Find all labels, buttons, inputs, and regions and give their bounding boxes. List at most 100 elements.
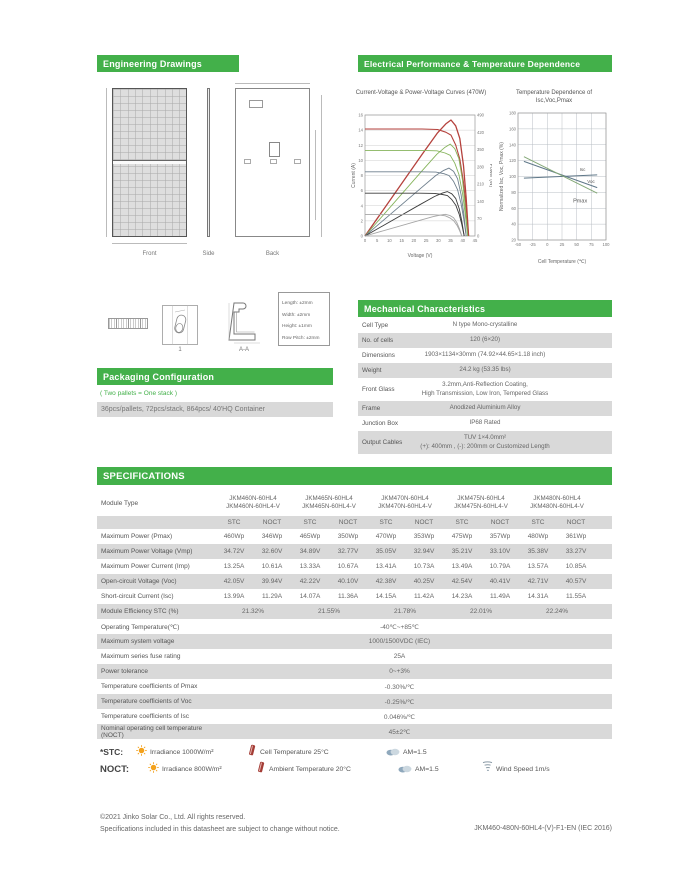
mech-row-value: 3.2mm,Anti-Reflection Coating, High Trans…: [421, 381, 549, 397]
electrical-performance-title: Electrical Performance & Temperature Dep…: [364, 58, 581, 69]
packaging-value: 36pcs/pallets, 72pcs/stack, 864pcs/ 40'H…: [97, 402, 333, 417]
spec-general-value: -40℃~+85℃: [380, 623, 419, 631]
sun-icon: [148, 760, 159, 778]
back-view-drawing: [235, 88, 310, 237]
dimension-line: [235, 83, 310, 84]
svg-text:20: 20: [412, 238, 417, 243]
svg-text:30: 30: [436, 238, 441, 243]
thermometer-icon: [256, 760, 266, 778]
spec-row: Temperature coefficients of Voc -0.25%/℃: [97, 694, 612, 709]
spec-row: Short-circuit Current (Isc) 13.99A 11.29A 1…: [97, 589, 612, 604]
spec-value-cell: 470Wp 353Wp: [375, 533, 435, 540]
legend-item: Ambient Temperature 20°C: [256, 760, 351, 778]
legend-item-text: Cell Temperature 25°C: [260, 748, 329, 756]
svg-text:140: 140: [509, 142, 517, 147]
spec-row: Maximum system voltage 1000/1500VDC (IEC): [97, 634, 612, 649]
spec-value-cell: 13.41A 10.73A: [375, 563, 435, 570]
cloud-icon: [398, 760, 412, 778]
spec-value-cell: 13.33A 10.67A: [299, 563, 359, 570]
spec-value-cell: 42.71V 40.57V: [527, 578, 587, 585]
svg-text:10: 10: [358, 158, 363, 163]
svg-text:-25: -25: [530, 242, 537, 247]
spec-row: Open-circuit Voltage (Voc) 42.05V 39.94V 42…: [97, 574, 612, 589]
mech-row-label: Front Glass: [362, 386, 395, 393]
mechanical-characteristics-table: Cell Type N type Mono-crystalline No. of c…: [358, 318, 612, 454]
mech-row-value: N type Mono-crystalline: [452, 321, 518, 329]
efficiency-cell: 22.01%: [469, 608, 493, 615]
legend-item-text: AM=1.5: [403, 748, 427, 756]
svg-text:0: 0: [364, 238, 367, 243]
spec-general-value: 45±2℃: [388, 728, 411, 736]
spec-value-cell: 13.25A 10.61A: [223, 563, 283, 570]
mechanical-characteristics-title: Mechanical Characteristics: [364, 303, 486, 314]
spec-row: Maximum series fuse rating 25A: [97, 649, 612, 664]
mech-row: Junction Box IP68 Rated: [358, 416, 612, 431]
spec-value-cell: 13.57A 10.85A: [527, 563, 587, 570]
spec-general-value: 0~+3%: [389, 668, 410, 675]
connector-mark: [270, 159, 277, 164]
spec-value-cell: 14.07A 11.36A: [299, 593, 359, 600]
spec-row-label: Temperature coefficients of Isc: [101, 713, 190, 720]
legend-item: Cell Temperature 25°C: [247, 744, 329, 758]
spec-row-label: Temperature coefficients of Pmax: [101, 683, 198, 690]
spec-general-value: 1000/1500VDC (IEC): [368, 638, 431, 645]
mech-row-label: Output Cables: [362, 439, 403, 446]
stc-noct-header-cell: STC NOCT: [227, 519, 282, 526]
panel-middle-divider: [113, 160, 186, 164]
spec-value-cell: 14.15A 11.42A: [375, 593, 435, 600]
module-type-cell: JKM465N-60HL4 JKM465N-60HL4-V: [302, 494, 356, 510]
junction-box-drawing: [269, 142, 280, 157]
footer-copyright: ©2021 Jinko Solar Co., Ltd. All rights r…: [100, 812, 340, 835]
svg-text:210: 210: [477, 182, 485, 187]
mech-row: Frame Anodized Aluminium Alloy: [358, 401, 612, 416]
module-type-cell: JKM460N-60HL4 JKM460N-60HL4-V: [226, 494, 280, 510]
svg-text:Current (A): Current (A): [351, 163, 357, 188]
spec-row-label: Operating Temperature(℃): [101, 623, 180, 631]
svg-text:280: 280: [477, 164, 485, 169]
mech-row-value: 24.2 kg (53.35 lbs): [459, 366, 511, 374]
spec-value-cell: 34.72V 32.60V: [223, 548, 283, 555]
frame-section-drawing: [228, 302, 260, 344]
spec-value-cell: 34.89V 32.77V: [299, 548, 359, 555]
spec-general-value: -0.30%/℃: [384, 683, 415, 691]
front-view-drawing: [112, 88, 187, 237]
footer-line2: Specifications included in this datashee…: [100, 825, 340, 833]
cloud-icon: [386, 743, 400, 761]
svg-text:490: 490: [477, 113, 485, 118]
svg-text:2: 2: [361, 218, 364, 223]
svg-text:35: 35: [448, 238, 453, 243]
spec-row-label: Module Efficiency STC (%): [101, 608, 179, 615]
spec-value-cell: 42.05V 39.94V: [223, 578, 283, 585]
svg-text:16: 16: [358, 113, 363, 118]
spec-row-label: Maximum system voltage: [101, 638, 175, 645]
module-type-cell: JKM480N-60HL4 JKM480N-60HL4-V: [530, 494, 584, 510]
svg-text:14: 14: [358, 128, 363, 133]
dimension-line: [315, 130, 316, 220]
side-view-drawing: [207, 88, 210, 237]
spec-value-cell: 13.49A 10.79A: [451, 563, 511, 570]
legend-item-text: Wind Speed 1m/s: [496, 765, 550, 773]
svg-text:120: 120: [509, 158, 517, 163]
side-view-label: Side: [202, 251, 215, 257]
svg-text:6: 6: [361, 188, 364, 193]
specifications-title: SPECIFICATIONS: [103, 470, 185, 482]
spec-value-cell: 35.05V 32.94V: [375, 548, 435, 555]
legend-item-text: Irradiance 800W/m²: [162, 765, 222, 773]
svg-text:20: 20: [511, 238, 516, 243]
svg-text:25: 25: [424, 238, 429, 243]
tolerance-line: Row Pitch: ±2mm: [282, 335, 320, 341]
module-type-cell: JKM470N-60HL4 JKM470N-60HL4-V: [378, 494, 432, 510]
mech-row: Cell Type N type Mono-crystalline: [358, 318, 612, 333]
svg-text:70: 70: [477, 216, 482, 221]
mech-row-label: Cell Type: [362, 322, 389, 329]
svg-text:40: 40: [460, 238, 465, 243]
spec-row: Nominal operating cell temperature (NOCT…: [97, 724, 612, 739]
efficiency-cell: 21.78%: [393, 608, 417, 615]
spec-row-label: Maximum Power Current (Imp): [101, 563, 190, 570]
spec-row-label: Temperature coefficients of Voc: [101, 698, 192, 705]
svg-text:100: 100: [509, 174, 517, 179]
engineering-drawings-title: Engineering Drawings: [103, 58, 203, 69]
spec-row-label: Power tolerance: [101, 668, 148, 675]
svg-text:40: 40: [511, 222, 516, 227]
